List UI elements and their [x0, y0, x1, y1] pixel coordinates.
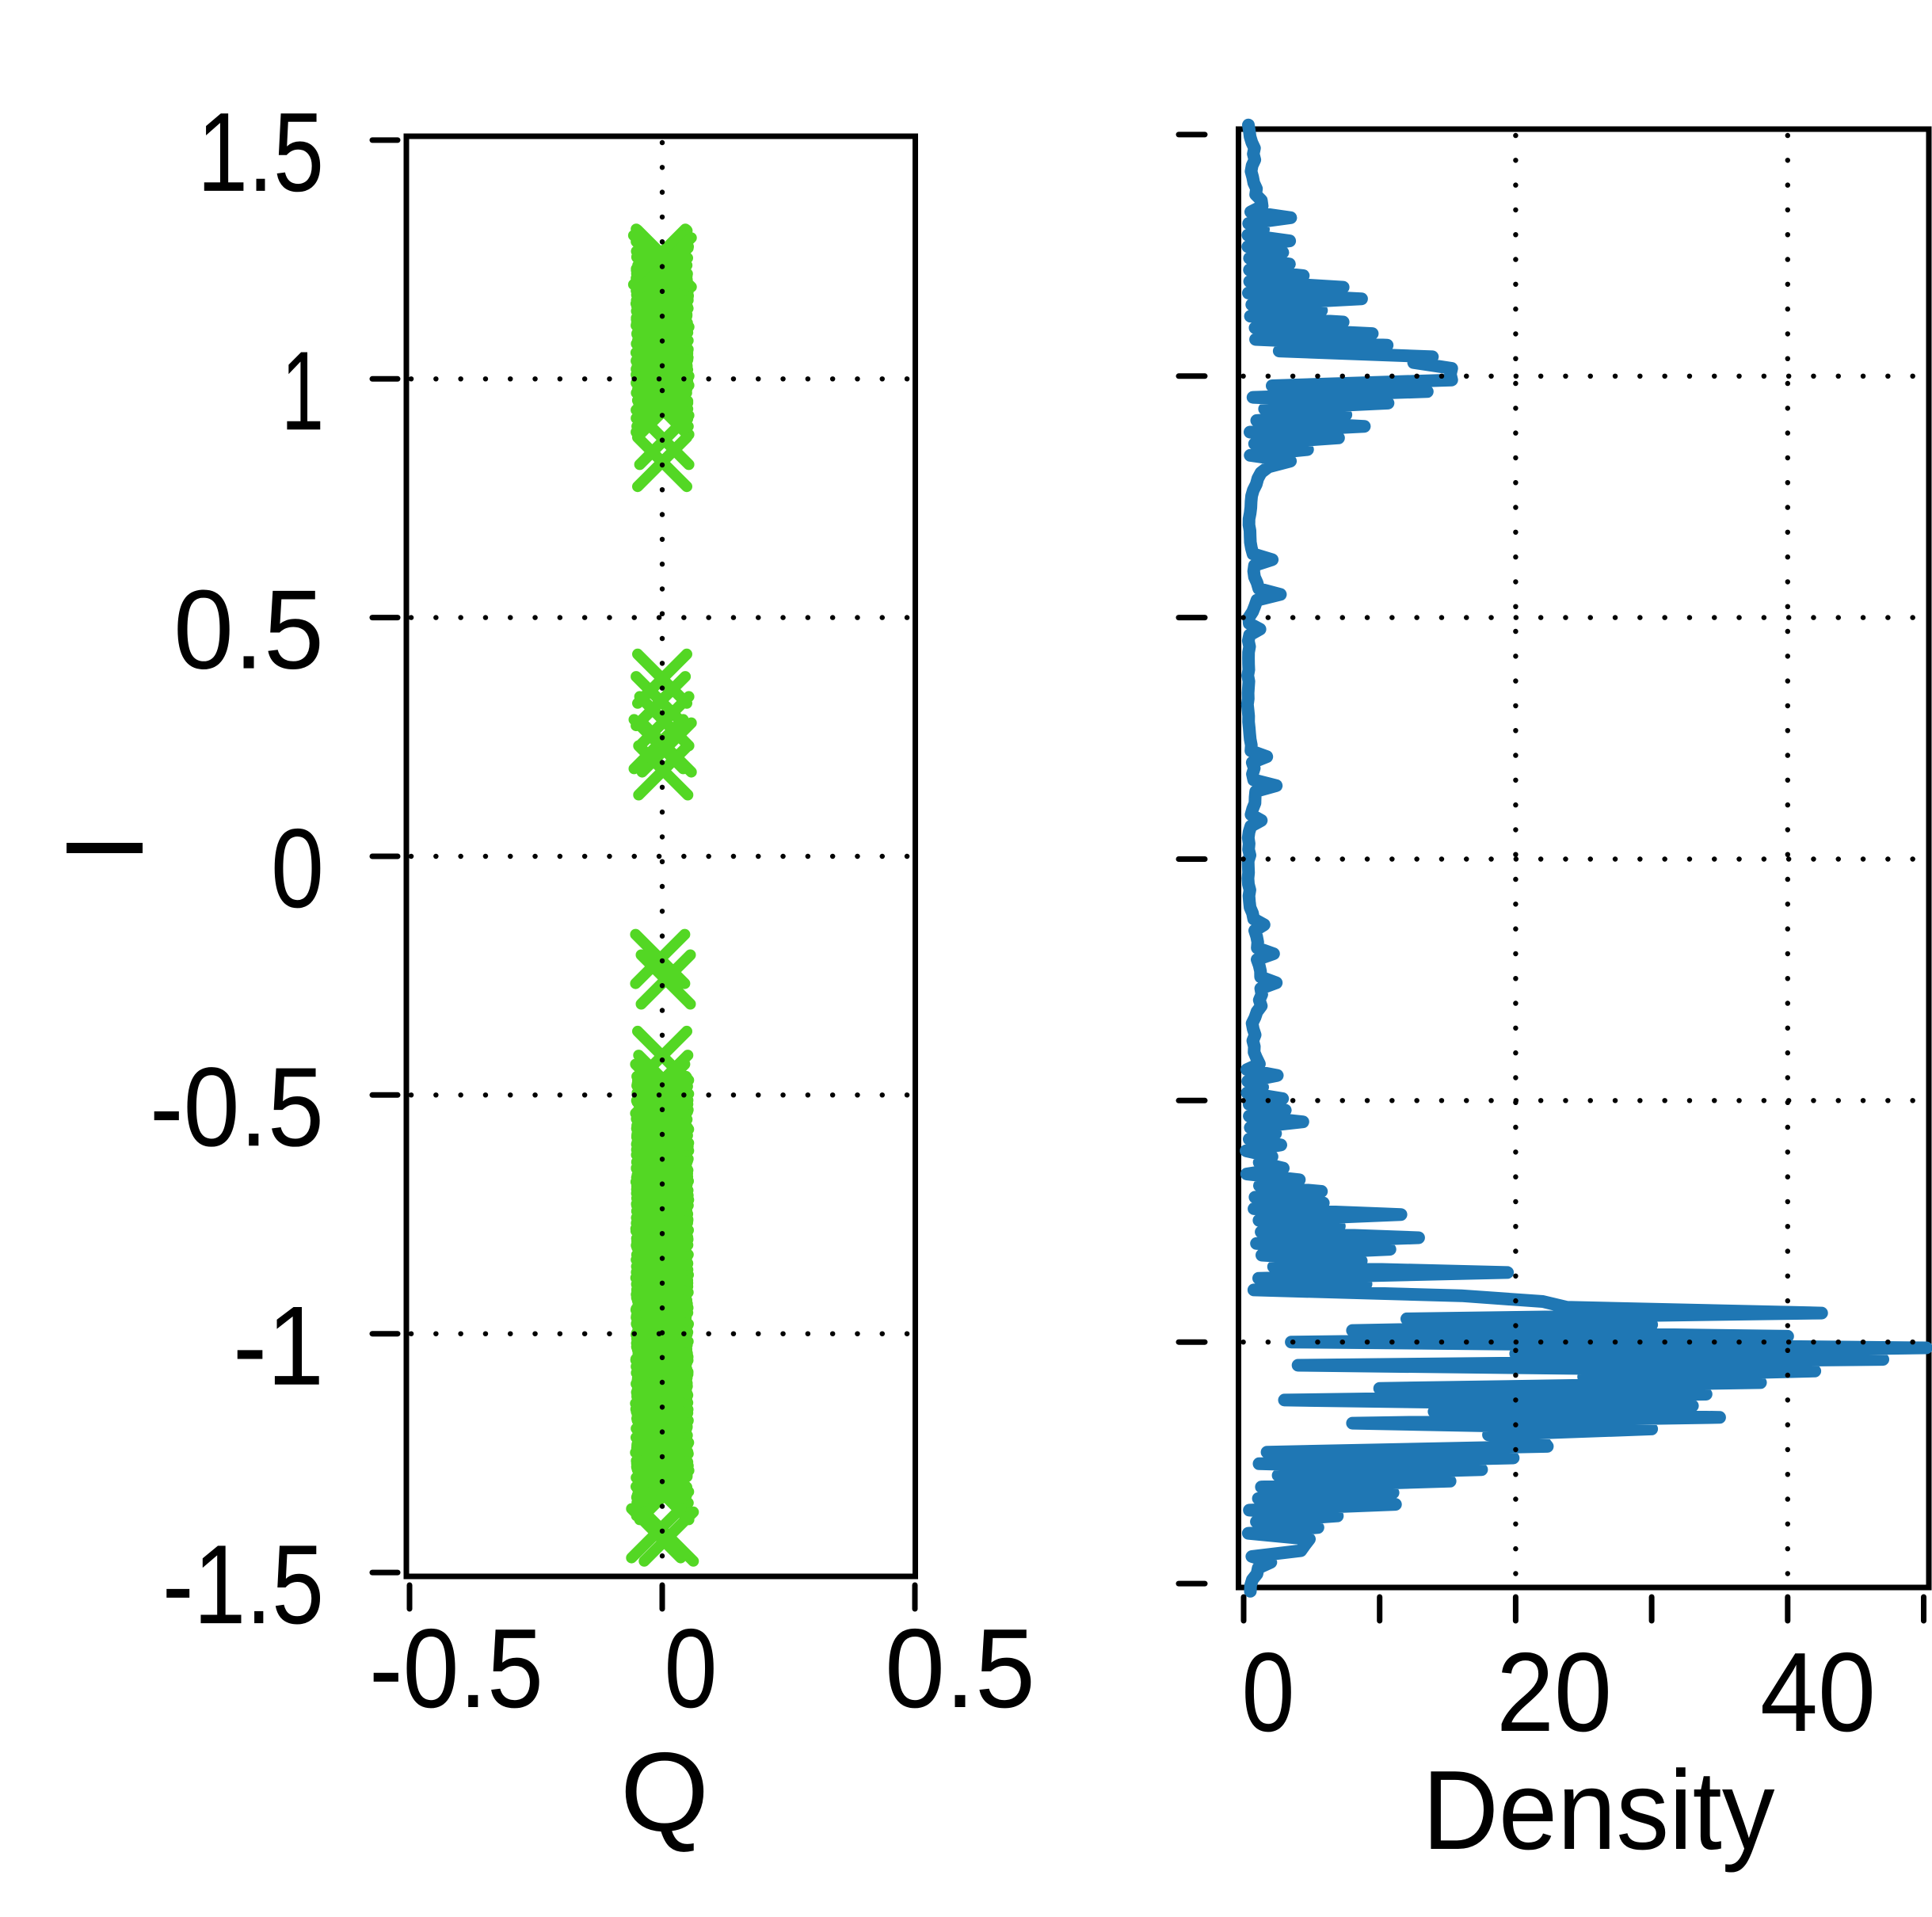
svg-text:0: 0 — [665, 1606, 718, 1732]
svg-text:0: 0 — [1242, 1629, 1295, 1755]
svg-text:0.5: 0.5 — [885, 1606, 1035, 1732]
svg-text:0: 0 — [271, 806, 324, 932]
svg-text:0.5: 0.5 — [173, 567, 324, 693]
svg-text:1: 1 — [281, 328, 324, 454]
svg-text:20: 20 — [1496, 1629, 1612, 1755]
svg-text:-1: -1 — [233, 1283, 324, 1409]
svg-text:Density: Density — [1423, 1747, 1775, 1873]
svg-text:40: 40 — [1760, 1629, 1876, 1755]
svg-text:1.5: 1.5 — [197, 90, 324, 215]
svg-text:Q: Q — [620, 1729, 709, 1855]
svg-text:-0.5: -0.5 — [150, 1044, 324, 1170]
svg-text:-1.5: -1.5 — [162, 1522, 324, 1648]
svg-text:-0.5: -0.5 — [369, 1606, 543, 1732]
